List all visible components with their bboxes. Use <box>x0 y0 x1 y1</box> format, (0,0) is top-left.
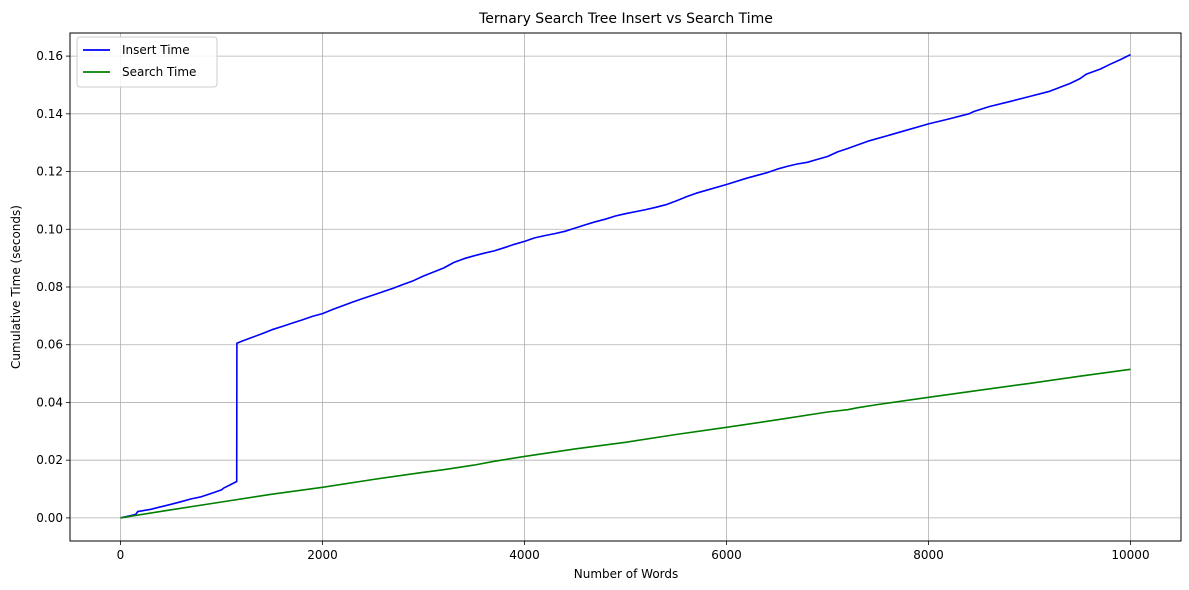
y-axis-label: Cumulative Time (seconds) <box>9 205 23 369</box>
legend-label-search: Search Time <box>122 65 196 79</box>
y-axis: 0.00 0.02 0.04 0.06 0.08 0.10 0.12 0.14 0.16 <box>36 49 70 525</box>
legend-label-insert: Insert Time <box>122 43 190 57</box>
y-tick-label: 0.14 <box>36 107 63 121</box>
y-tick-label: 0.00 <box>36 511 63 525</box>
y-tick-label: 0.10 <box>36 222 63 236</box>
x-tick-label: 10000 <box>1111 548 1149 562</box>
x-tick-label: 2000 <box>307 548 338 562</box>
y-tick-label: 0.06 <box>36 338 63 352</box>
y-tick-label: 0.04 <box>36 395 63 409</box>
x-tick-label: 4000 <box>509 548 540 562</box>
x-tick-label: 8000 <box>913 548 944 562</box>
y-tick-label: 0.12 <box>36 165 63 179</box>
x-tick-label: 0 <box>117 548 125 562</box>
legend: Insert Time Search Time <box>76 36 218 88</box>
y-tick-label: 0.08 <box>36 280 63 294</box>
grid-lines <box>70 33 1181 541</box>
y-tick-label: 0.02 <box>36 453 63 467</box>
y-tick-label: 0.16 <box>36 49 63 63</box>
series-layer <box>120 53 1131 519</box>
legend-box <box>76 36 218 88</box>
x-axis: 0 2000 4000 6000 8000 10000 <box>117 541 1150 562</box>
chart-title: Ternary Search Tree Insert vs Search Tim… <box>478 11 773 27</box>
series-line-search-time <box>120 368 1131 519</box>
series-line-insert-time <box>120 53 1131 519</box>
x-axis-label: Number of Words <box>574 567 679 581</box>
x-tick-label: 6000 <box>711 548 742 562</box>
